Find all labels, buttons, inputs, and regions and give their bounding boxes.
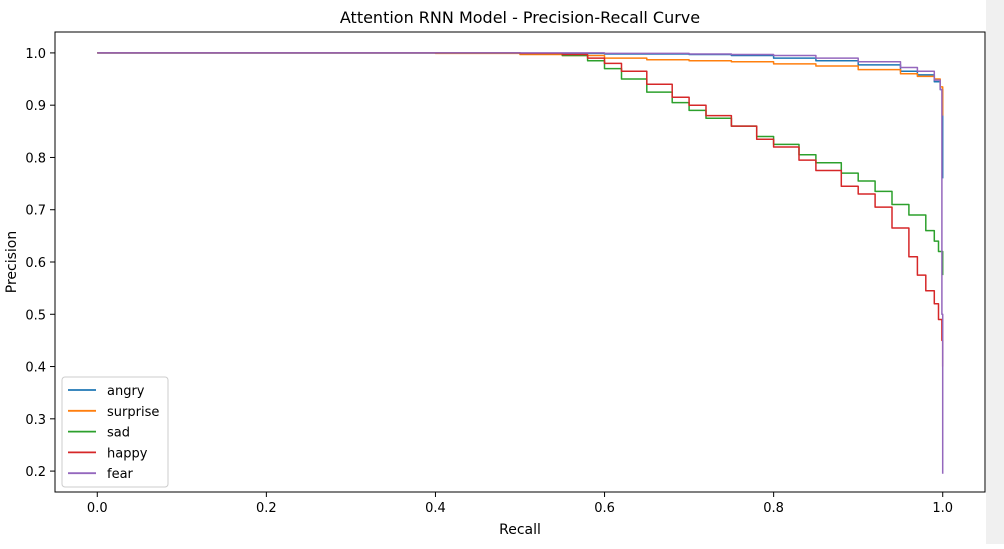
series-line-sad	[97, 52, 944, 276]
y-tick-label: 1.0	[25, 47, 46, 62]
series-line-fear	[97, 52, 944, 474]
legend-label-fear: fear	[107, 467, 134, 482]
y-tick-label: 0.3	[25, 413, 46, 428]
legend-label-happy: happy	[107, 446, 148, 461]
x-axis-ticks: 0.0 0.2 0.4 0.6 0.8 1.0	[87, 492, 953, 516]
y-tick-label: 0.9	[25, 99, 46, 114]
legend-box	[61, 376, 169, 488]
plot-frame	[54, 31, 986, 493]
legend-label-surprise: surprise	[107, 405, 159, 420]
x-tick-label: 0.0	[87, 501, 108, 516]
x-axis-label: Recall	[499, 522, 541, 538]
y-tick-label: 0.8	[25, 151, 46, 166]
y-axis-ticks: 0.2 0.3 0.4 0.5 0.6 0.7 0.8 0.9 1.0	[25, 47, 55, 480]
x-tick-label: 0.2	[256, 501, 277, 516]
chart-title: Attention RNN Model - Precision-Recall C…	[340, 8, 700, 27]
series-lines	[97, 52, 944, 474]
series-line-happy	[97, 52, 944, 367]
legend: angry surprise sad happy fear	[61, 376, 169, 488]
y-axis-label: Precision	[4, 231, 20, 293]
x-tick-label: 0.4	[425, 501, 446, 516]
legend-label-sad: sad	[107, 426, 130, 441]
legend-label-angry: angry	[107, 384, 145, 399]
y-tick-label: 0.2	[25, 465, 46, 480]
x-tick-label: 0.6	[594, 501, 615, 516]
y-tick-label: 0.7	[25, 204, 46, 219]
x-tick-label: 1.0	[932, 501, 953, 516]
y-tick-label: 0.5	[25, 308, 46, 323]
series-line-surprise	[97, 52, 944, 116]
y-tick-label: 0.4	[25, 361, 46, 376]
y-tick-label: 0.6	[25, 256, 46, 271]
x-tick-label: 0.8	[763, 501, 784, 516]
window-edge	[986, 0, 1004, 544]
